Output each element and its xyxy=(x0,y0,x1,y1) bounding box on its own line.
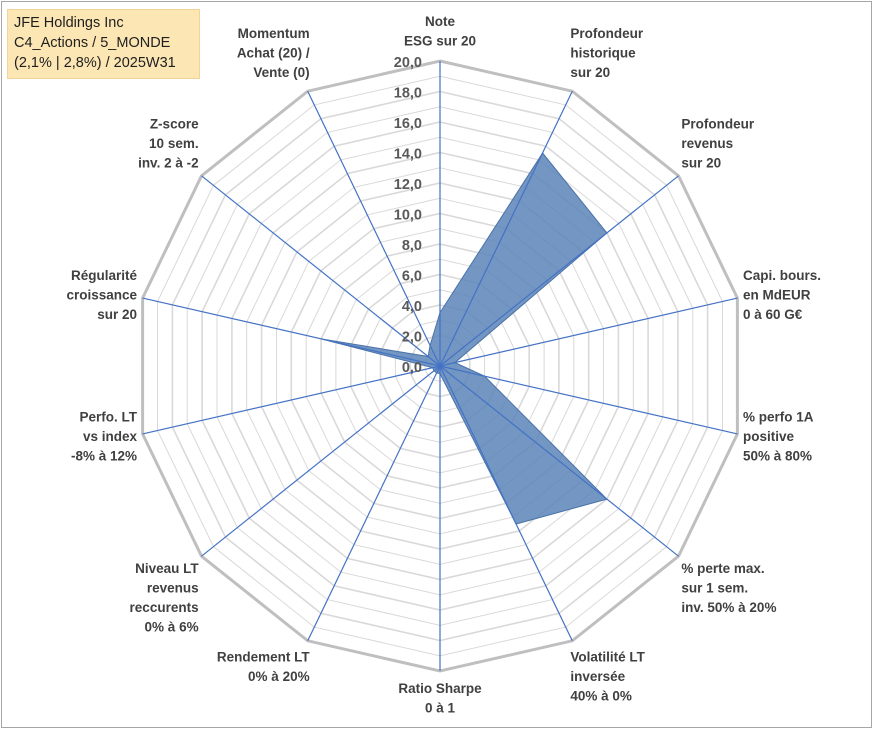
tick-label: 6,0 xyxy=(402,269,422,285)
title-company: JFE Holdings Inc xyxy=(14,15,124,31)
tick-label: 14,0 xyxy=(394,147,422,163)
axis-label: Profondeur revenus sur 20 xyxy=(681,117,754,171)
axis-spoke xyxy=(307,365,441,642)
axis-label: Niveau LT revenus reccurents 0% à 6% xyxy=(130,561,200,635)
axis-label: Note ESG sur 20 xyxy=(404,14,476,49)
chart-title-box: JFE Holdings Inc C4_Actions / 5_MONDE (2… xyxy=(7,9,200,79)
axis-spoke xyxy=(142,297,441,367)
tick-label: 12,0 xyxy=(394,177,422,193)
axis-label: Perfo. LT vs index -8% à 12% xyxy=(71,410,138,464)
title-period: (2,1% | 2,8%) / 2025W31 xyxy=(14,55,176,71)
axis-spoke xyxy=(439,90,573,367)
axis-label: Momentum Achat (20) / Vente (0) xyxy=(237,26,310,80)
axis-label: Volatilité LT inversée 40% à 0% xyxy=(570,649,645,703)
title-category: C4_Actions / 5_MONDE xyxy=(14,35,171,51)
axis-spoke xyxy=(439,297,738,367)
tick-label: 4,0 xyxy=(402,299,422,315)
axis-spoke xyxy=(307,90,441,367)
tick-label: 18,0 xyxy=(394,86,422,102)
tick-label: 10,0 xyxy=(394,208,422,224)
axis-label: Rendement LT 0% à 20% xyxy=(217,649,311,684)
tick-label: 20,0 xyxy=(394,55,422,71)
axis-spoke xyxy=(439,365,738,435)
axis-spoke xyxy=(201,175,441,367)
axis-spoke xyxy=(439,365,573,642)
axis-spoke xyxy=(201,365,441,557)
axis-spoke xyxy=(439,175,679,367)
axis-label: Régularité croissance sur 20 xyxy=(66,268,137,322)
axis-label: % perfo 1A positive 50% à 80% xyxy=(743,410,814,464)
tick-label: 2,0 xyxy=(402,330,422,346)
tick-label: 16,0 xyxy=(394,116,422,132)
axis-spoke xyxy=(142,365,441,435)
axis-spoke xyxy=(439,365,679,557)
axis-label: Capi. bours. en MdEUR 0 à 60 G€ xyxy=(743,268,821,322)
axis-label: Ratio Sharpe 0 à 1 xyxy=(398,681,482,716)
tick-label: 8,0 xyxy=(402,238,422,254)
tick-label: 0,0 xyxy=(402,360,422,376)
axis-label: Profondeur historique sur 20 xyxy=(570,26,643,80)
axis-label: Z-score 10 sem. inv. 2 à -2 xyxy=(138,117,199,171)
axis-label: % perte max. sur 1 sem. inv. 50% à 20% xyxy=(681,561,776,615)
